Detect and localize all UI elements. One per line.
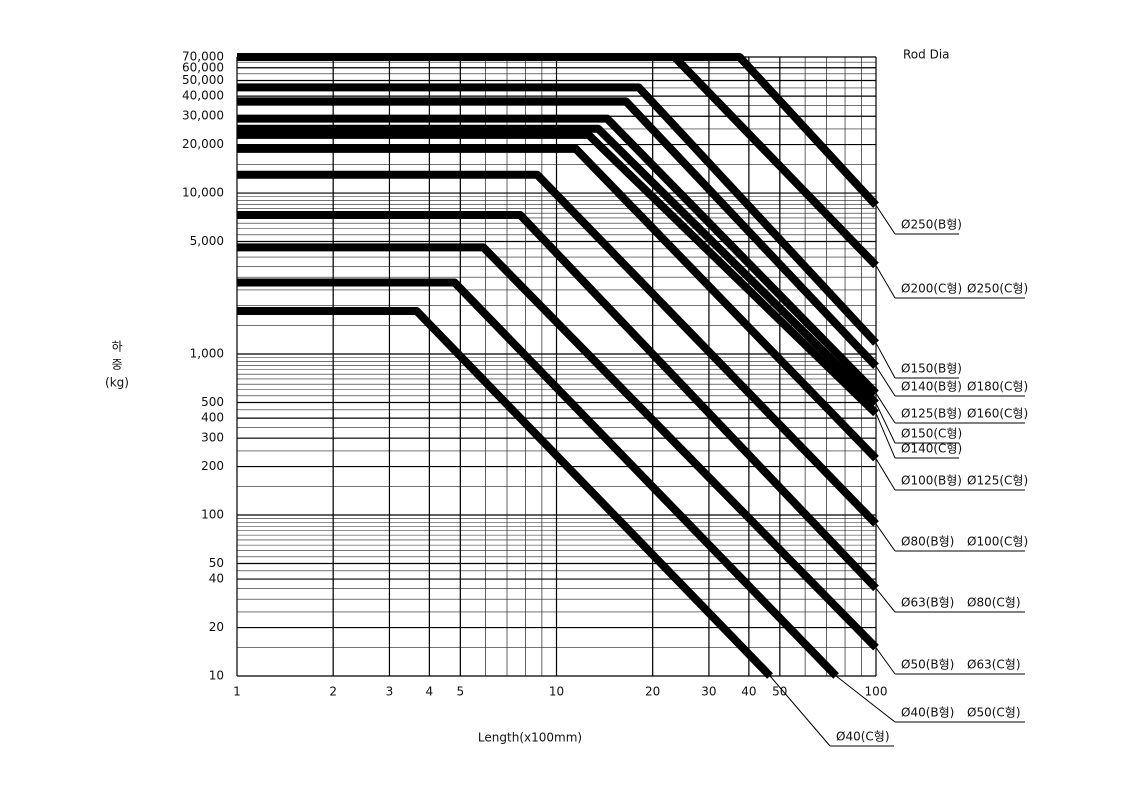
x-tick-label: 100: [865, 685, 888, 699]
x-axis-label: Length(x100mm): [478, 731, 582, 745]
series-line: [237, 124, 879, 407]
y-tick-label: 50,000: [182, 73, 224, 87]
leader-line: [875, 647, 896, 675]
y-tick-label: 20: [209, 620, 224, 634]
leader-line: [875, 458, 896, 491]
y-tick-label: 100: [201, 508, 224, 522]
y-tick-label: 10,000: [182, 186, 224, 200]
series-label: Ø100(B형): [901, 474, 962, 488]
leader-line: [835, 675, 896, 723]
series-line: [237, 53, 879, 208]
series-label: Ø140(B형): [901, 380, 962, 394]
y-tick-label: 50: [209, 556, 224, 570]
x-tick-label: 4: [426, 685, 434, 699]
series-label: Ø250(B형): [901, 218, 962, 232]
y-tick-label: 400: [201, 411, 224, 425]
series-line: [237, 114, 879, 397]
series-label: Ø250(C형): [967, 282, 1028, 296]
series-label: Ø160(C형): [967, 407, 1028, 421]
series-label: Ø50(B형): [901, 658, 954, 672]
y-tick-label: 20,000: [182, 137, 224, 151]
x-tick-label: 40: [741, 685, 756, 699]
legend-title: Rod Dia: [903, 48, 950, 62]
y-tick-label: 5,000: [190, 234, 224, 248]
series-label: Ø40(C형): [836, 730, 890, 744]
series-line: [237, 211, 879, 592]
x-tick-label: 2: [329, 685, 337, 699]
leader-line: [875, 365, 896, 397]
series-line: [237, 278, 839, 679]
x-tick-label: 3: [386, 685, 394, 699]
series-label: Ø50(C형): [967, 706, 1021, 720]
x-tick-label: 20: [645, 685, 660, 699]
series-label: Ø40(B형): [901, 706, 954, 720]
series-label: Ø150(B형): [901, 362, 962, 376]
series-label: Ø140(C형): [901, 442, 962, 456]
series-line: [237, 83, 879, 346]
y-axis-label: 중: [111, 358, 122, 372]
series-line: [237, 307, 773, 679]
leader-line: [875, 413, 896, 459]
leader-line: [875, 204, 896, 235]
y-tick-label: 70,000: [182, 50, 224, 64]
leader-line: [769, 675, 831, 747]
series-label: Ø125(C형): [967, 474, 1028, 488]
x-tick-label: 5: [457, 685, 465, 699]
series-label: Ø63(B형): [901, 596, 954, 610]
series-label: Ø80(B형): [901, 535, 954, 549]
series-label: Ø80(C형): [967, 596, 1021, 610]
y-tick-label: 500: [201, 395, 224, 409]
series-label: Ø150(C형): [901, 427, 962, 441]
leader-line: [875, 265, 896, 299]
x-tick-label: 10: [549, 685, 564, 699]
y-tick-label: 1,000: [190, 347, 224, 361]
leader-line: [875, 393, 896, 424]
y-tick-label: 40: [209, 572, 224, 586]
x-tick-label: 30: [701, 685, 716, 699]
series-label: Ø100(C형): [967, 535, 1028, 549]
y-tick-label: 60,000: [182, 60, 224, 74]
x-tick-label: 1: [233, 685, 241, 699]
leader-line: [875, 523, 896, 552]
y-tick-label: 300: [201, 431, 224, 445]
series-label: Ø180(C형): [967, 380, 1028, 394]
series-line: [237, 97, 879, 369]
y-tick-label: 30,000: [182, 109, 224, 123]
y-tick-label: 10: [209, 669, 224, 683]
y-tick-label: 40,000: [182, 89, 224, 103]
series-label: Ø200(C형): [901, 282, 962, 296]
series-label: Ø125(B형): [901, 407, 962, 421]
y-axis-label: 하: [111, 340, 122, 354]
series-label: Ø63(C형): [967, 658, 1021, 672]
y-axis-label: (kg): [105, 376, 129, 390]
series-line: [237, 130, 879, 417]
series-line: [237, 170, 879, 527]
x-tick-label: 50: [772, 685, 787, 699]
leader-line: [875, 342, 896, 379]
series-line: [237, 144, 879, 462]
leader-line: [875, 403, 896, 444]
leader-line: [875, 588, 896, 613]
y-tick-label: 200: [201, 459, 224, 473]
series-line: [237, 243, 879, 651]
